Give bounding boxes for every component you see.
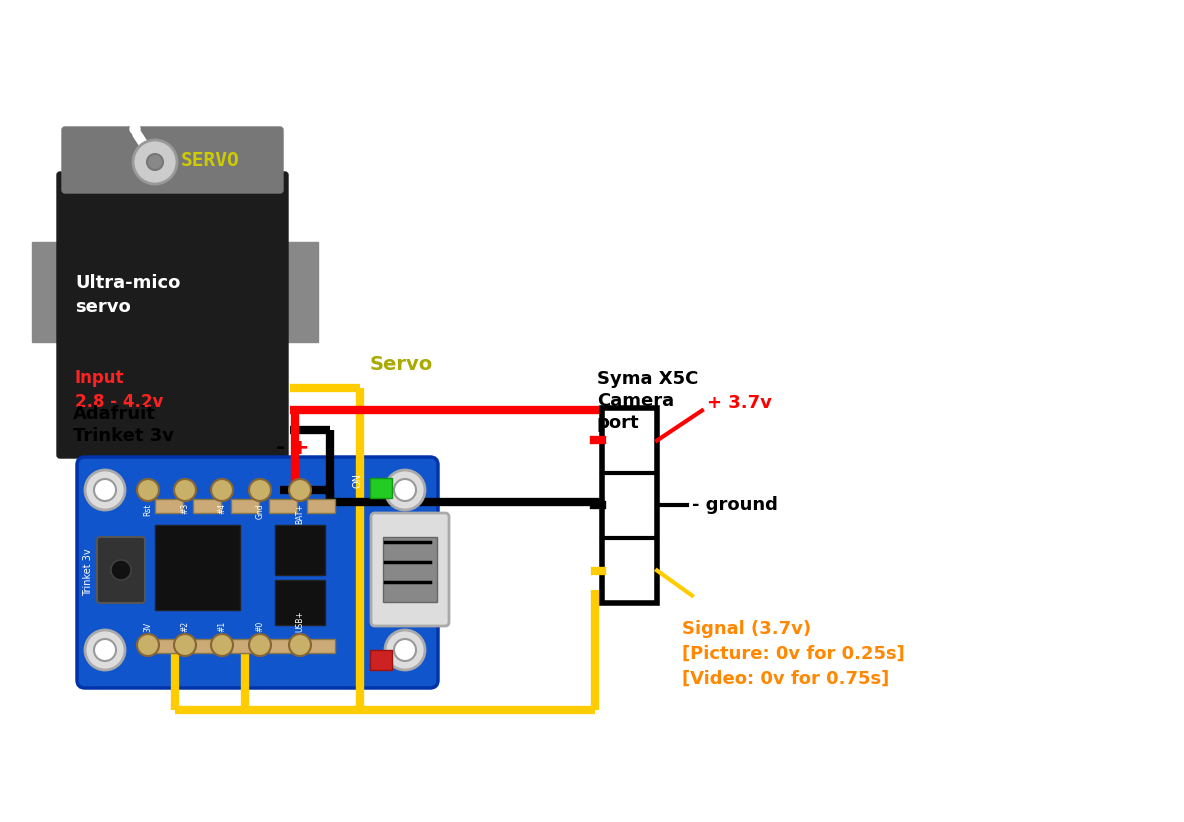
Circle shape (85, 470, 126, 510)
Text: #3: #3 (180, 503, 189, 515)
FancyBboxPatch shape (62, 127, 283, 193)
Circle shape (394, 479, 416, 501)
FancyBboxPatch shape (77, 457, 438, 688)
Text: Ultra-mico
servo: Ultra-mico servo (75, 275, 180, 316)
Circle shape (211, 479, 233, 501)
Text: BAT+: BAT+ (296, 503, 304, 524)
Text: #2: #2 (180, 621, 189, 632)
Circle shape (394, 639, 416, 661)
Text: #1: #1 (218, 621, 226, 632)
Text: Gnd: Gnd (256, 503, 264, 519)
Circle shape (111, 560, 131, 580)
Bar (369, 650, 392, 670)
Bar (193, 639, 221, 653)
Bar (269, 639, 297, 653)
FancyBboxPatch shape (371, 513, 449, 626)
Circle shape (249, 634, 271, 656)
Circle shape (85, 630, 126, 670)
Circle shape (137, 634, 159, 656)
Text: Signal (3.7v)
[Picture: 0v for 0.25s]
[Video: 0v for 0.75s]: Signal (3.7v) [Picture: 0v for 0.25s] [V… (682, 620, 905, 688)
Circle shape (211, 634, 233, 656)
Bar (275, 580, 324, 625)
Text: SERVO: SERVO (181, 150, 239, 169)
Text: Input
2.8 - 4.2v: Input 2.8 - 4.2v (75, 369, 163, 411)
Bar (231, 499, 259, 513)
Text: Servo: Servo (369, 355, 433, 375)
Bar (155, 499, 184, 513)
Circle shape (147, 154, 163, 170)
Text: Trinket 3v: Trinket 3v (83, 548, 94, 596)
Bar (275, 525, 324, 575)
Bar (231, 639, 259, 653)
Bar (382, 537, 437, 602)
Bar (307, 639, 335, 653)
Text: -: - (276, 438, 284, 458)
FancyBboxPatch shape (97, 537, 144, 603)
Circle shape (133, 140, 176, 184)
Circle shape (94, 479, 116, 501)
Bar (307, 499, 335, 513)
Text: + 3.7v: + 3.7v (707, 394, 772, 412)
Text: 3V: 3V (143, 622, 153, 632)
Circle shape (130, 124, 140, 134)
Bar (369, 478, 392, 498)
Bar (155, 525, 240, 610)
Circle shape (137, 479, 159, 501)
Bar (193, 499, 221, 513)
Text: Adafruit
Trinket 3v: Adafruit Trinket 3v (73, 404, 174, 445)
Text: USB+: USB+ (296, 610, 304, 632)
Text: ON: ON (353, 473, 363, 487)
Text: - ground: - ground (691, 496, 778, 515)
Circle shape (174, 634, 197, 656)
Circle shape (289, 479, 311, 501)
FancyBboxPatch shape (57, 172, 288, 458)
Bar (32, 242, 72, 342)
Bar (155, 639, 184, 653)
Circle shape (289, 634, 311, 656)
Circle shape (385, 470, 425, 510)
Circle shape (385, 630, 425, 670)
Text: #4: #4 (218, 503, 226, 515)
Text: +: + (291, 438, 309, 458)
Circle shape (249, 479, 271, 501)
Circle shape (94, 639, 116, 661)
Circle shape (174, 479, 197, 501)
Bar (601, 408, 657, 603)
Bar (278, 242, 318, 342)
Text: #0: #0 (256, 621, 264, 632)
Text: Syma X5C
Camera
port: Syma X5C Camera port (597, 370, 699, 432)
Bar (269, 499, 297, 513)
Text: Rst: Rst (143, 503, 153, 515)
